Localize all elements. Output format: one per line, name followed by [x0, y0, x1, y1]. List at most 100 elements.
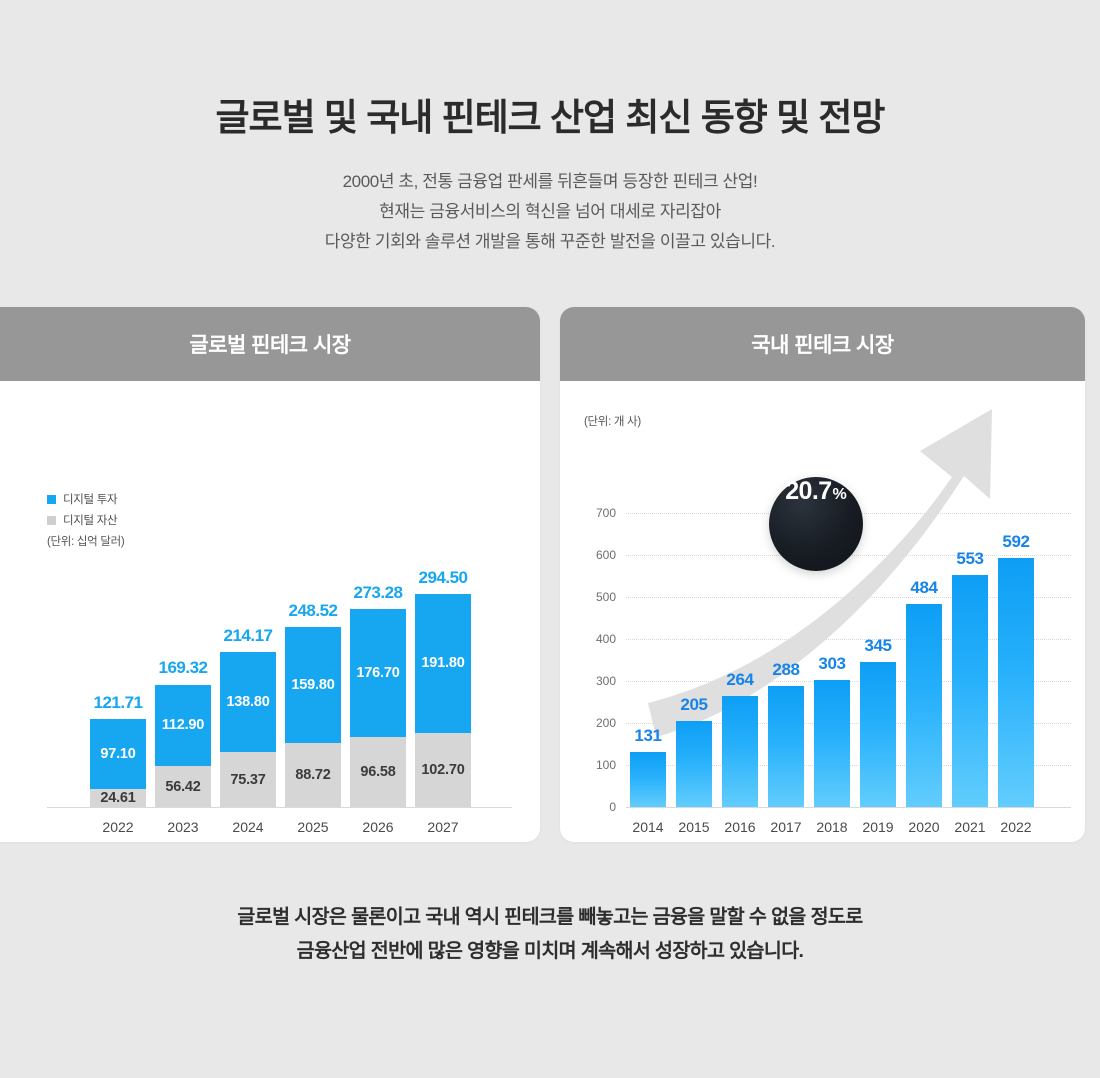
cagr-badge: 20.7% — [769, 477, 863, 571]
x-axis-label: 2023 — [167, 819, 199, 835]
bar-segment-digital-investment: 112.90 — [155, 684, 211, 767]
bar-value-label: 345 — [864, 636, 892, 656]
bar-value-digital-asset: 24.61 — [100, 790, 136, 807]
x-axis-label: 2025 — [297, 819, 329, 835]
growth-arrow-icon — [648, 409, 992, 737]
bar-value-digital-asset: 96.58 — [360, 764, 396, 781]
subtitle-line-1: 2000년 초, 전통 금융업 판세를 뒤흔들며 등장한 핀테크 산업! — [342, 172, 758, 192]
bar-value-label: 205 — [680, 694, 708, 714]
bar-value-digital-investment: 191.80 — [421, 655, 465, 672]
bar-value-label: 303 — [818, 653, 846, 673]
bar-value-digital-asset: 56.42 — [165, 778, 201, 795]
card-korea-fintech: 국내 핀테크 시장 (단위: 개 사) 0 100 200 300 400 500 600 7… — [560, 307, 1085, 842]
legend-swatch-blue — [47, 494, 56, 504]
card-header-korea: 국내 핀테크 시장 — [560, 307, 1085, 381]
bar-total-label: 169.32 — [158, 658, 209, 678]
bar-value-label: 484 — [910, 577, 938, 597]
x-axis-label: 2017 — [770, 819, 802, 835]
x-axis-label: 2021 — [954, 819, 986, 835]
bar-value-label: 553 — [956, 548, 984, 568]
bar[interactable] — [860, 662, 896, 807]
bar[interactable] — [676, 720, 712, 807]
legend-swatch-gray — [47, 515, 56, 525]
subtitle-line-2: 현재는 금융서비스의 혁신을 넘어 대세로 자리잡아 — [379, 202, 721, 222]
bar-total-label: 121.71 — [93, 692, 144, 712]
bar-segment-digital-investment: 97.10 — [90, 718, 146, 790]
x-axis-line — [47, 807, 512, 808]
hero-section: 글로벌 및 국내 핀테크 산업 최신 동향 및 전망 2000년 초, 전통 금… — [0, 0, 1100, 257]
x-axis-label: 2015 — [678, 819, 710, 835]
bar-value-label: 288 — [772, 660, 800, 680]
bar-value-label: 264 — [726, 670, 754, 690]
gridline — [626, 639, 1071, 640]
bar-segment-digital-asset: 88.72 — [285, 742, 341, 807]
card-body-korea: (단위: 개 사) 0 100 200 300 400 500 600 700 131 2014 2… — [560, 381, 1085, 842]
unit-note-korea: (단위: 개 사) — [584, 416, 641, 428]
bar[interactable] — [998, 558, 1034, 807]
bar[interactable] — [814, 679, 850, 807]
bar-segment-digital-investment: 191.80 — [415, 593, 471, 733]
x-axis-label: 2018 — [816, 819, 848, 835]
x-axis-label: 2014 — [632, 819, 664, 835]
bar[interactable] — [722, 696, 758, 807]
bar-segment-digital-investment: 138.80 — [220, 652, 276, 753]
bar-total-label: 273.28 — [353, 583, 404, 603]
y-axis-tick-label: 700 — [595, 506, 616, 520]
footer-line-1: 글로벌 시장은 물론이고 국내 역시 핀테크를 빼놓고는 금융을 말할 수 없을… — [237, 906, 863, 928]
subtitle-line-3: 다양한 기회와 솔루션 개발을 통해 꾸준한 발전을 이끌고 있습니다. — [324, 232, 776, 252]
unit-note-global: (단위: 십억 달러) — [47, 536, 125, 548]
bar-segment-digital-investment: 176.70 — [350, 609, 406, 738]
y-axis-tick-label: 500 — [595, 590, 616, 604]
chart-global-fintech: 24.61 97.10 121.71 2022 56.42 112.90 169.32 202… — [0, 381, 540, 842]
bar[interactable] — [952, 574, 988, 807]
bar[interactable] — [768, 686, 804, 807]
x-axis-label: 2020 — [908, 819, 940, 835]
bar-segment-digital-asset: 75.37 — [220, 752, 276, 807]
bar-stack[interactable]: 102.70 191.80 — [415, 593, 471, 807]
footer-line-2: 금융산업 전반에 많은 영향을 미치며 계속해서 성장하고 있습니다. — [296, 940, 804, 963]
bar-stack[interactable]: 96.58 176.70 — [350, 609, 406, 807]
card-body-global: 디지털 투자 디지털 자산 (단위: 십억 달러) 24.61 97.10 121.… — [0, 381, 540, 842]
bar-value-label: 131 — [634, 725, 662, 745]
bar-total-label: 214.17 — [223, 626, 274, 646]
card-header-global: 글로벌 핀테크 시장 — [0, 307, 540, 381]
x-axis-label: 2016 — [724, 819, 756, 835]
bar-segment-digital-investment: 159.80 — [285, 627, 341, 743]
bar-value-digital-investment: 112.90 — [161, 717, 205, 734]
footer-message: 글로벌 시장은 물론이고 국내 역시 핀테크를 빼놓고는 금융을 말할 수 없을… — [0, 900, 1100, 968]
x-axis-label: 2019 — [862, 819, 894, 835]
cagr-badge-unit: % — [832, 486, 847, 503]
bar-segment-digital-asset: 56.42 — [155, 766, 211, 807]
y-axis-tick-label: 100 — [595, 758, 616, 772]
y-axis-tick-label: 200 — [595, 716, 616, 730]
page-subtitle: 2000년 초, 전통 금융업 판세를 뒤흔들며 등장한 핀테크 산업! 현재는… — [0, 167, 1100, 257]
bar-stack[interactable]: 75.37 138.80 — [220, 652, 276, 807]
x-axis-label: 2022 — [102, 819, 134, 835]
chart-korea-fintech: 0 100 200 300 400 500 600 700 131 2014 205 2015 264 2… — [560, 381, 1085, 842]
y-axis-tick-label: 0 — [609, 800, 616, 814]
bar-value-digital-investment: 159.80 — [291, 677, 335, 693]
legend-item-digital-investment: 디지털 투자 — [47, 491, 118, 507]
bar-stack[interactable]: 56.42 112.90 — [155, 684, 211, 807]
x-axis-label: 2024 — [232, 819, 264, 835]
page-title: 글로벌 및 국내 핀테크 산업 최신 동향 및 전망 — [215, 97, 886, 138]
bar-segment-digital-asset: 96.58 — [350, 737, 406, 807]
bar-value-label: 592 — [1002, 532, 1030, 552]
card-global-fintech: 글로벌 핀테크 시장 디지털 투자 디지털 자산 (단위: 십억 달러) 24.… — [0, 307, 540, 842]
x-axis-label: 2022 — [1000, 819, 1032, 835]
bar-total-label: 248.52 — [288, 601, 339, 621]
legend-label-digital-investment: 디지털 투자 — [63, 494, 118, 506]
bar-value-digital-asset: 102.70 — [421, 761, 465, 778]
bar-stack[interactable]: 24.61 97.10 — [90, 718, 146, 807]
legend-label-digital-asset: 디지털 자산 — [63, 515, 118, 527]
y-axis-tick-label: 400 — [595, 632, 616, 646]
bar-value-digital-asset: 88.72 — [295, 766, 331, 783]
bar[interactable] — [906, 603, 942, 807]
bar[interactable] — [630, 751, 666, 807]
bar-stack[interactable]: 88.72 159.80 — [285, 627, 341, 807]
bar-segment-digital-asset: 102.70 — [415, 732, 471, 807]
bar-segment-digital-asset: 24.61 — [90, 789, 146, 807]
bar-value-digital-investment: 97.10 — [100, 746, 136, 763]
legend-item-digital-asset: 디지털 자산 — [47, 512, 118, 528]
